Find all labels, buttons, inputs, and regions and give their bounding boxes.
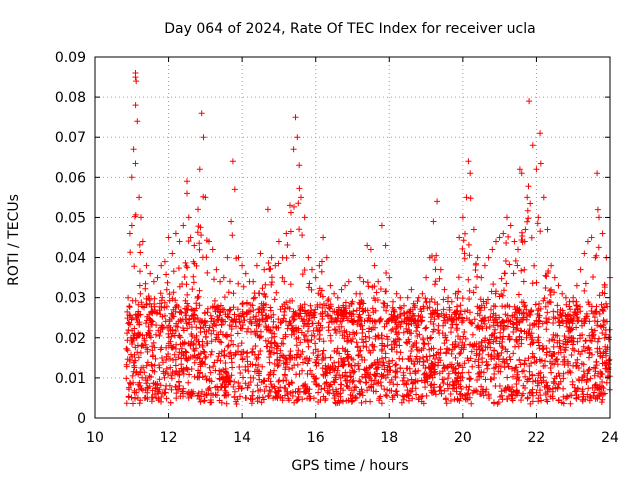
y-tick-label: 0.08 — [55, 90, 86, 106]
y-tick-label: 0 — [77, 411, 86, 427]
y-tick-label: 0.03 — [55, 291, 86, 307]
y-tick-label: 0.02 — [55, 331, 86, 347]
x-tick-label: 18 — [380, 430, 398, 446]
y-axis-label: ROTI / TECUs — [6, 194, 22, 286]
x-tick-label: 14 — [233, 430, 251, 446]
grid-lines — [95, 57, 610, 418]
x-tick-label: 10 — [86, 430, 104, 446]
x-tick-label: 20 — [454, 430, 472, 446]
y-tick-label: 0.01 — [55, 371, 86, 387]
data-points — [123, 70, 613, 407]
x-tick-label: 16 — [307, 430, 325, 446]
y-tick-label: 0.09 — [55, 50, 86, 66]
x-tick-label: 24 — [601, 430, 619, 446]
y-axis-ticks: 0 0.01 0.02 0.03 0.04 0.05 0.06 0.07 0.08 0.09 — [55, 50, 610, 427]
x-tick-label: 12 — [160, 430, 178, 446]
x-axis-label: GPS time / hours — [291, 458, 408, 474]
x-tick-label: 22 — [528, 430, 546, 446]
roti-points — [123, 70, 613, 407]
y-tick-label: 0.04 — [55, 251, 86, 267]
chart-title: Day 064 of 2024, Rate Of TEC Index for r… — [164, 21, 535, 37]
y-tick-label: 0.06 — [55, 170, 86, 186]
x-axis-ticks: 10 12 14 16 18 20 22 24 — [86, 57, 619, 446]
y-tick-label: 0.07 — [55, 130, 86, 146]
plot-frame — [94, 56, 611, 419]
y-tick-label: 0.05 — [55, 210, 86, 226]
